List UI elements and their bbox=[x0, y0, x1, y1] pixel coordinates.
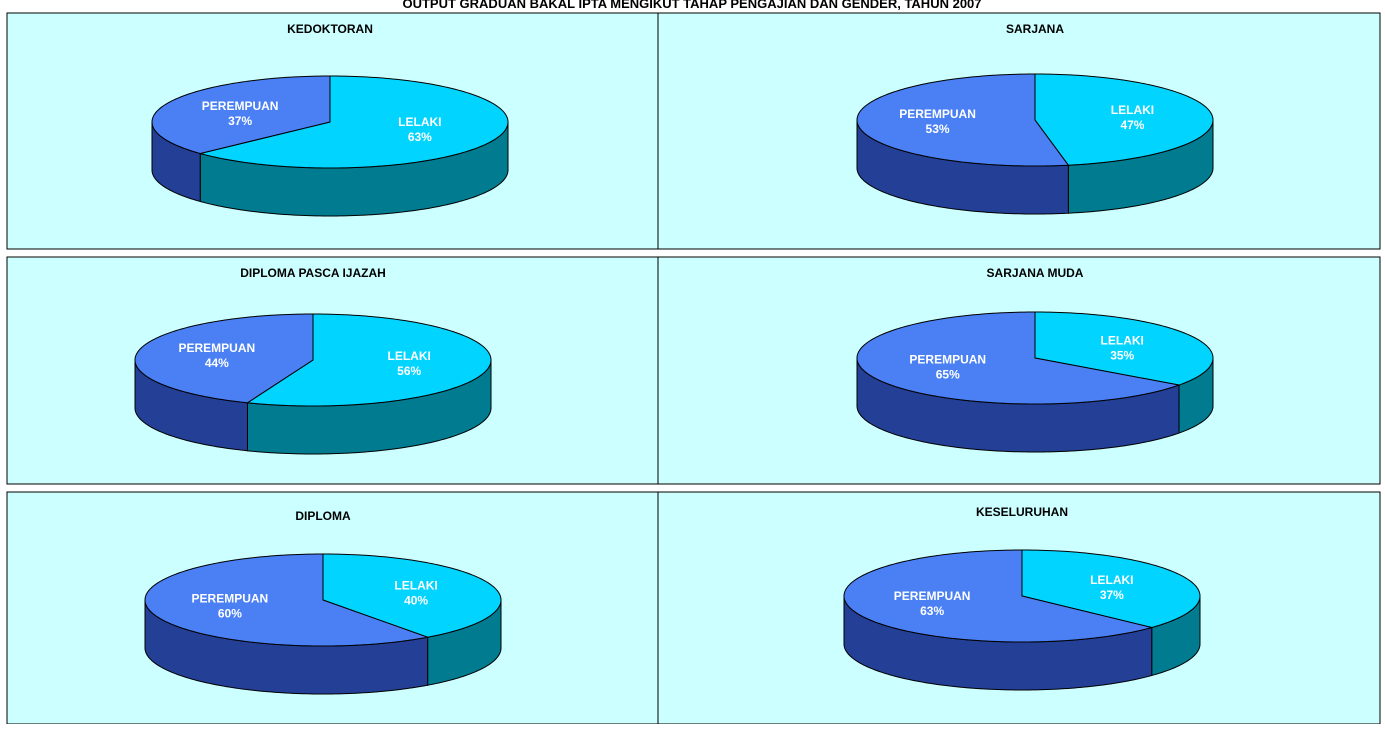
slice bbox=[1021, 549, 1201, 629]
slice-label: LELAKI bbox=[1090, 573, 1133, 587]
slice-value-label: 37% bbox=[1100, 588, 1124, 602]
slice-value-label: 40% bbox=[404, 594, 428, 608]
chart-title: KEDOKTORAN bbox=[287, 22, 373, 36]
slice bbox=[1034, 73, 1214, 166]
chart-title: DIPLOMA bbox=[295, 509, 351, 523]
slice bbox=[200, 75, 509, 169]
slice-label: PEREMPUAN bbox=[909, 352, 986, 366]
slice-label: PEREMPUAN bbox=[192, 591, 269, 605]
slice-label: LELAKI bbox=[1111, 103, 1154, 117]
chart-title: SARJANA bbox=[1006, 22, 1064, 36]
slice bbox=[856, 73, 1070, 167]
slice-label: LELAKI bbox=[398, 115, 441, 129]
chart-title: SARJANA MUDA bbox=[987, 266, 1084, 280]
slice-label: PEREMPUAN bbox=[899, 107, 976, 121]
slice-value-label: 37% bbox=[228, 114, 252, 128]
slice bbox=[843, 549, 1152, 643]
slice-value-label: 53% bbox=[926, 122, 950, 136]
slice-value-label: 44% bbox=[205, 356, 229, 370]
slice-value-label: 35% bbox=[1110, 349, 1134, 363]
slice-value-label: 63% bbox=[408, 130, 432, 144]
slice bbox=[322, 553, 502, 638]
slice-value-label: 47% bbox=[1120, 118, 1144, 132]
slice bbox=[856, 311, 1181, 405]
chart-title: KESELURUHAN bbox=[976, 505, 1068, 519]
page-title: OUTPUT GRADUAN BAKAL IPTA MENGIKUT TAHAP… bbox=[402, 0, 981, 11]
slice bbox=[246, 313, 492, 407]
slice bbox=[151, 75, 331, 155]
slice-value-label: 63% bbox=[920, 604, 944, 618]
slice bbox=[144, 553, 430, 647]
slice-label: PEREMPUAN bbox=[178, 341, 255, 355]
slice-label: LELAKI bbox=[1101, 334, 1144, 348]
slice-label: LELAKI bbox=[394, 579, 437, 593]
chart-title: DIPLOMA PASCA IJAZAH bbox=[240, 266, 386, 280]
slice-label: PEREMPUAN bbox=[202, 99, 279, 113]
slice-value-label: 65% bbox=[936, 367, 960, 381]
slice-value-label: 56% bbox=[397, 364, 421, 378]
slice bbox=[134, 313, 314, 404]
slice-label: PEREMPUAN bbox=[894, 589, 971, 603]
slice bbox=[1034, 311, 1214, 386]
slice-value-label: 60% bbox=[218, 606, 242, 620]
slice-label: LELAKI bbox=[387, 349, 430, 363]
